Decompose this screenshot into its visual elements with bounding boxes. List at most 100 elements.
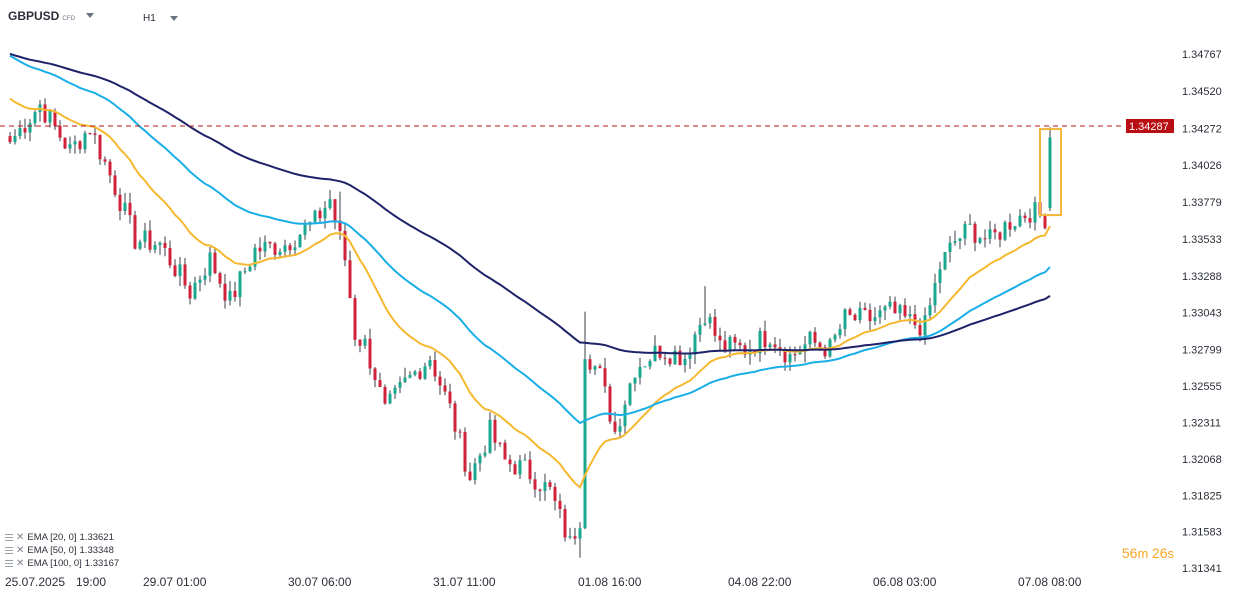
candle-bull xyxy=(643,366,647,368)
candle-bear xyxy=(188,285,192,299)
candle-bear xyxy=(893,301,897,314)
candle-bear xyxy=(658,345,662,358)
candle-bear xyxy=(993,229,997,233)
current-price-label: 1.34287 xyxy=(1129,121,1169,133)
candle-bear xyxy=(318,210,322,219)
close-icon[interactable]: ✕ xyxy=(16,531,25,543)
price-tick-label: 1.31825 xyxy=(1182,490,1222,502)
candle-bear xyxy=(163,242,167,248)
candle-bull xyxy=(143,230,147,242)
close-icon[interactable]: ✕ xyxy=(16,557,25,569)
ema20-line xyxy=(9,97,1051,490)
candle-bull xyxy=(948,242,952,253)
close-icon[interactable]: ✕ xyxy=(16,544,25,556)
candle-bull xyxy=(158,242,162,246)
candle-bear xyxy=(88,133,92,135)
candle-bull xyxy=(408,374,412,378)
candle-bear xyxy=(1023,215,1027,219)
price-tick-label: 1.32068 xyxy=(1182,454,1222,466)
candle-bull xyxy=(888,301,892,307)
candle-bull xyxy=(18,128,22,137)
candle-bear xyxy=(273,243,277,255)
candle-bull xyxy=(328,199,332,209)
candle-bear xyxy=(98,134,102,160)
candle-bull xyxy=(198,279,202,283)
candle-bull xyxy=(278,251,282,255)
indicator-value: 1.33167 xyxy=(84,558,120,569)
symbol-selector[interactable]: GBPUSD CFD xyxy=(8,9,95,23)
candle-bear xyxy=(503,442,507,460)
candle-bear xyxy=(358,339,362,346)
candle-bear xyxy=(848,309,852,315)
candle-bull xyxy=(393,387,397,394)
candle-bull xyxy=(13,136,17,143)
candle-bear xyxy=(1043,214,1047,229)
candle-bear xyxy=(538,489,542,491)
candle-bear xyxy=(678,350,682,366)
candle-bull xyxy=(618,426,622,432)
candle-bear xyxy=(468,471,472,480)
highlight-box xyxy=(1039,128,1062,217)
candle-bull xyxy=(883,306,887,311)
candle-bull xyxy=(638,366,642,378)
menu-icon[interactable] xyxy=(5,547,13,554)
candle-bull xyxy=(593,366,597,370)
candle-bear xyxy=(168,247,172,266)
timeframe-selector[interactable]: H1 xyxy=(143,13,178,24)
price-tick-label: 1.34767 xyxy=(1182,49,1222,61)
candle-bear xyxy=(338,220,342,231)
candle-bull xyxy=(243,271,247,273)
candle-bear xyxy=(778,347,782,351)
candle-bear xyxy=(863,307,867,310)
time-axis-label: 25.07.2025 xyxy=(5,575,65,589)
candle-bear xyxy=(738,342,742,346)
candle-bull xyxy=(193,282,197,299)
candle-bull xyxy=(1003,222,1007,240)
candle-bull xyxy=(758,330,762,354)
indicator-label: EMA [100, 0] xyxy=(27,558,82,569)
candle-bear xyxy=(353,298,357,340)
candle-bull xyxy=(708,316,712,324)
candle-bear xyxy=(668,358,672,365)
candle-bull xyxy=(68,144,72,149)
candle-bull xyxy=(728,336,732,351)
menu-icon[interactable] xyxy=(5,560,13,567)
candle-bear xyxy=(348,260,352,299)
candle-bull xyxy=(583,359,587,529)
candle-bull xyxy=(1033,202,1037,223)
candle-bull xyxy=(698,324,702,335)
candle-bear xyxy=(573,536,577,539)
candle-bear xyxy=(998,232,1002,240)
chart-toolbar: GBPUSD CFD H1 xyxy=(0,0,1242,36)
symbol-name: GBPUSD xyxy=(8,9,60,23)
candle-bear xyxy=(1008,222,1012,230)
candle-bear xyxy=(553,486,557,501)
candle-bear xyxy=(548,482,552,487)
candle-bear xyxy=(598,366,602,369)
candle-bull xyxy=(938,269,942,283)
candle-bear xyxy=(258,247,262,252)
candle-bull xyxy=(803,344,807,353)
candle-bull xyxy=(293,247,297,251)
candle-bull xyxy=(808,331,812,345)
chevron-down-icon[interactable] xyxy=(169,16,178,21)
candle-bull xyxy=(298,234,302,248)
chevron-down-icon[interactable] xyxy=(86,13,95,18)
price-tick-label: 1.33288 xyxy=(1182,271,1222,283)
time-axis-label: 29.07 01:00 xyxy=(143,575,207,589)
candle-bull xyxy=(483,452,487,456)
candle-bear xyxy=(613,421,617,432)
candle-bull xyxy=(648,361,652,367)
menu-icon[interactable] xyxy=(5,534,13,541)
candle-bear xyxy=(43,104,47,123)
candle-bull xyxy=(628,383,632,405)
candle-bull xyxy=(403,377,407,383)
time-axis-label: 06.08 03:00 xyxy=(873,575,937,589)
candle-bull xyxy=(633,377,637,384)
candle-bull xyxy=(963,223,967,239)
candle-bear xyxy=(868,309,872,322)
ema100-line xyxy=(9,52,1051,355)
candle-bull xyxy=(313,210,317,222)
candle-bull xyxy=(303,224,307,235)
